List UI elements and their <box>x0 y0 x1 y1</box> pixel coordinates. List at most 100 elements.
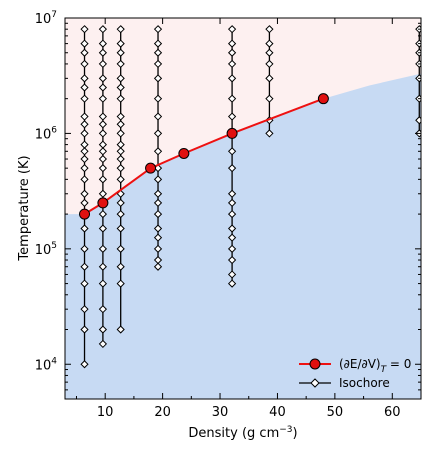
y-tick-label: 106 <box>35 125 58 142</box>
zero-derivative-point <box>317 93 329 105</box>
isochore-point <box>80 74 89 83</box>
isochore-point <box>227 279 237 288</box>
isochore-point <box>116 262 125 271</box>
isochore-point <box>227 74 237 83</box>
isochore-point <box>265 129 274 138</box>
y-axis: 104 105 106 107 <box>35 10 421 400</box>
x-tick-label: 30 <box>212 405 229 420</box>
isochore-point <box>80 120 89 129</box>
isochore-point <box>227 255 237 265</box>
isochore-point <box>116 164 125 173</box>
isochore-point <box>116 120 125 129</box>
isochore-point <box>116 244 125 253</box>
isochore-point <box>116 39 125 48</box>
x-axis: 10 20 30 40 50 60 <box>75 18 422 420</box>
isochore-point <box>80 147 89 156</box>
isochore-point <box>98 262 108 271</box>
isochore-point <box>227 48 237 57</box>
isochore-point <box>80 140 89 149</box>
x-tick-label: 40 <box>269 405 286 420</box>
isochore-point <box>116 129 125 138</box>
isochore-point <box>116 140 125 149</box>
isochore-point <box>227 189 237 198</box>
isochore-point <box>98 74 108 83</box>
isochore-point <box>80 305 89 314</box>
isochore-point <box>98 224 108 233</box>
isochore-2 <box>116 25 125 334</box>
legend-zero-label: (∂E/∂V)T = 0 <box>339 357 411 375</box>
isochore-point <box>265 25 274 34</box>
isochore-point <box>227 39 237 48</box>
isochore-point <box>116 279 125 288</box>
isochore-point <box>98 305 108 314</box>
isochore-point <box>227 198 237 208</box>
isochore-point <box>80 83 89 92</box>
isochore-point <box>153 74 163 83</box>
x-tick-label: 10 <box>97 405 114 420</box>
isochore-point <box>116 94 125 103</box>
isochore-point <box>153 224 163 233</box>
isochore-point <box>98 147 108 156</box>
isochore-point <box>80 39 89 48</box>
isochore-point <box>227 112 237 121</box>
x-tick-label: 60 <box>384 405 401 420</box>
isochore-point <box>265 59 274 69</box>
isochore-point <box>80 164 89 173</box>
isochore-point <box>116 154 125 164</box>
isochore-point <box>227 59 237 69</box>
isochore-point <box>227 94 237 103</box>
isochore-point <box>265 94 274 103</box>
x-tick-label: 20 <box>154 405 171 420</box>
isochore-point <box>227 209 237 219</box>
isochore-5 <box>265 25 274 138</box>
isochore-point <box>116 147 125 156</box>
isochore-point <box>80 279 89 288</box>
isochore-point <box>227 244 237 253</box>
isochore-point <box>116 325 125 334</box>
isochore-3 <box>153 25 163 271</box>
isochore-point <box>153 244 163 253</box>
isochore-point <box>98 244 108 253</box>
isochore-point <box>98 209 108 219</box>
isochore-point <box>116 25 125 34</box>
plot-frame <box>64 17 422 400</box>
isochore-point <box>116 59 125 69</box>
isochore-point <box>153 262 163 271</box>
isochore-point <box>116 83 125 92</box>
zero-derivative-point <box>178 147 190 159</box>
x-axis-label: Density (g cm−3) <box>188 425 297 441</box>
isochore-point <box>98 120 108 129</box>
isochore-point <box>80 175 89 184</box>
legend-zero-marker <box>309 358 321 370</box>
isochore-point <box>80 262 89 271</box>
isochore-point <box>153 147 163 156</box>
isochore-point <box>80 112 89 121</box>
isochore-point <box>98 83 108 92</box>
isochore-6 <box>415 25 421 138</box>
isochore-point <box>153 112 163 121</box>
isochore-point <box>153 25 163 34</box>
y-tick-label: 104 <box>35 356 58 373</box>
zero-derivative-point <box>145 162 157 174</box>
isochore-point <box>116 175 125 184</box>
isochore-point <box>153 209 163 219</box>
phase-regions <box>65 18 421 399</box>
isochore-point <box>98 279 108 288</box>
isochore-point <box>98 129 108 138</box>
isochore-point <box>80 59 89 69</box>
isochore-point <box>415 116 421 125</box>
isochore-point <box>153 198 163 208</box>
isochore-0 <box>80 25 89 369</box>
isochore-point <box>116 48 125 57</box>
zero-derivative-series <box>79 93 329 220</box>
isochore-point <box>116 224 125 233</box>
isochore-point <box>98 154 108 164</box>
isochore-point <box>153 48 163 57</box>
isochore-point <box>98 59 108 69</box>
isochore-point <box>98 112 108 121</box>
isochore-point <box>80 48 89 57</box>
isochore-point <box>227 147 237 156</box>
isochore-series <box>80 25 421 369</box>
isochore-point <box>80 189 89 198</box>
